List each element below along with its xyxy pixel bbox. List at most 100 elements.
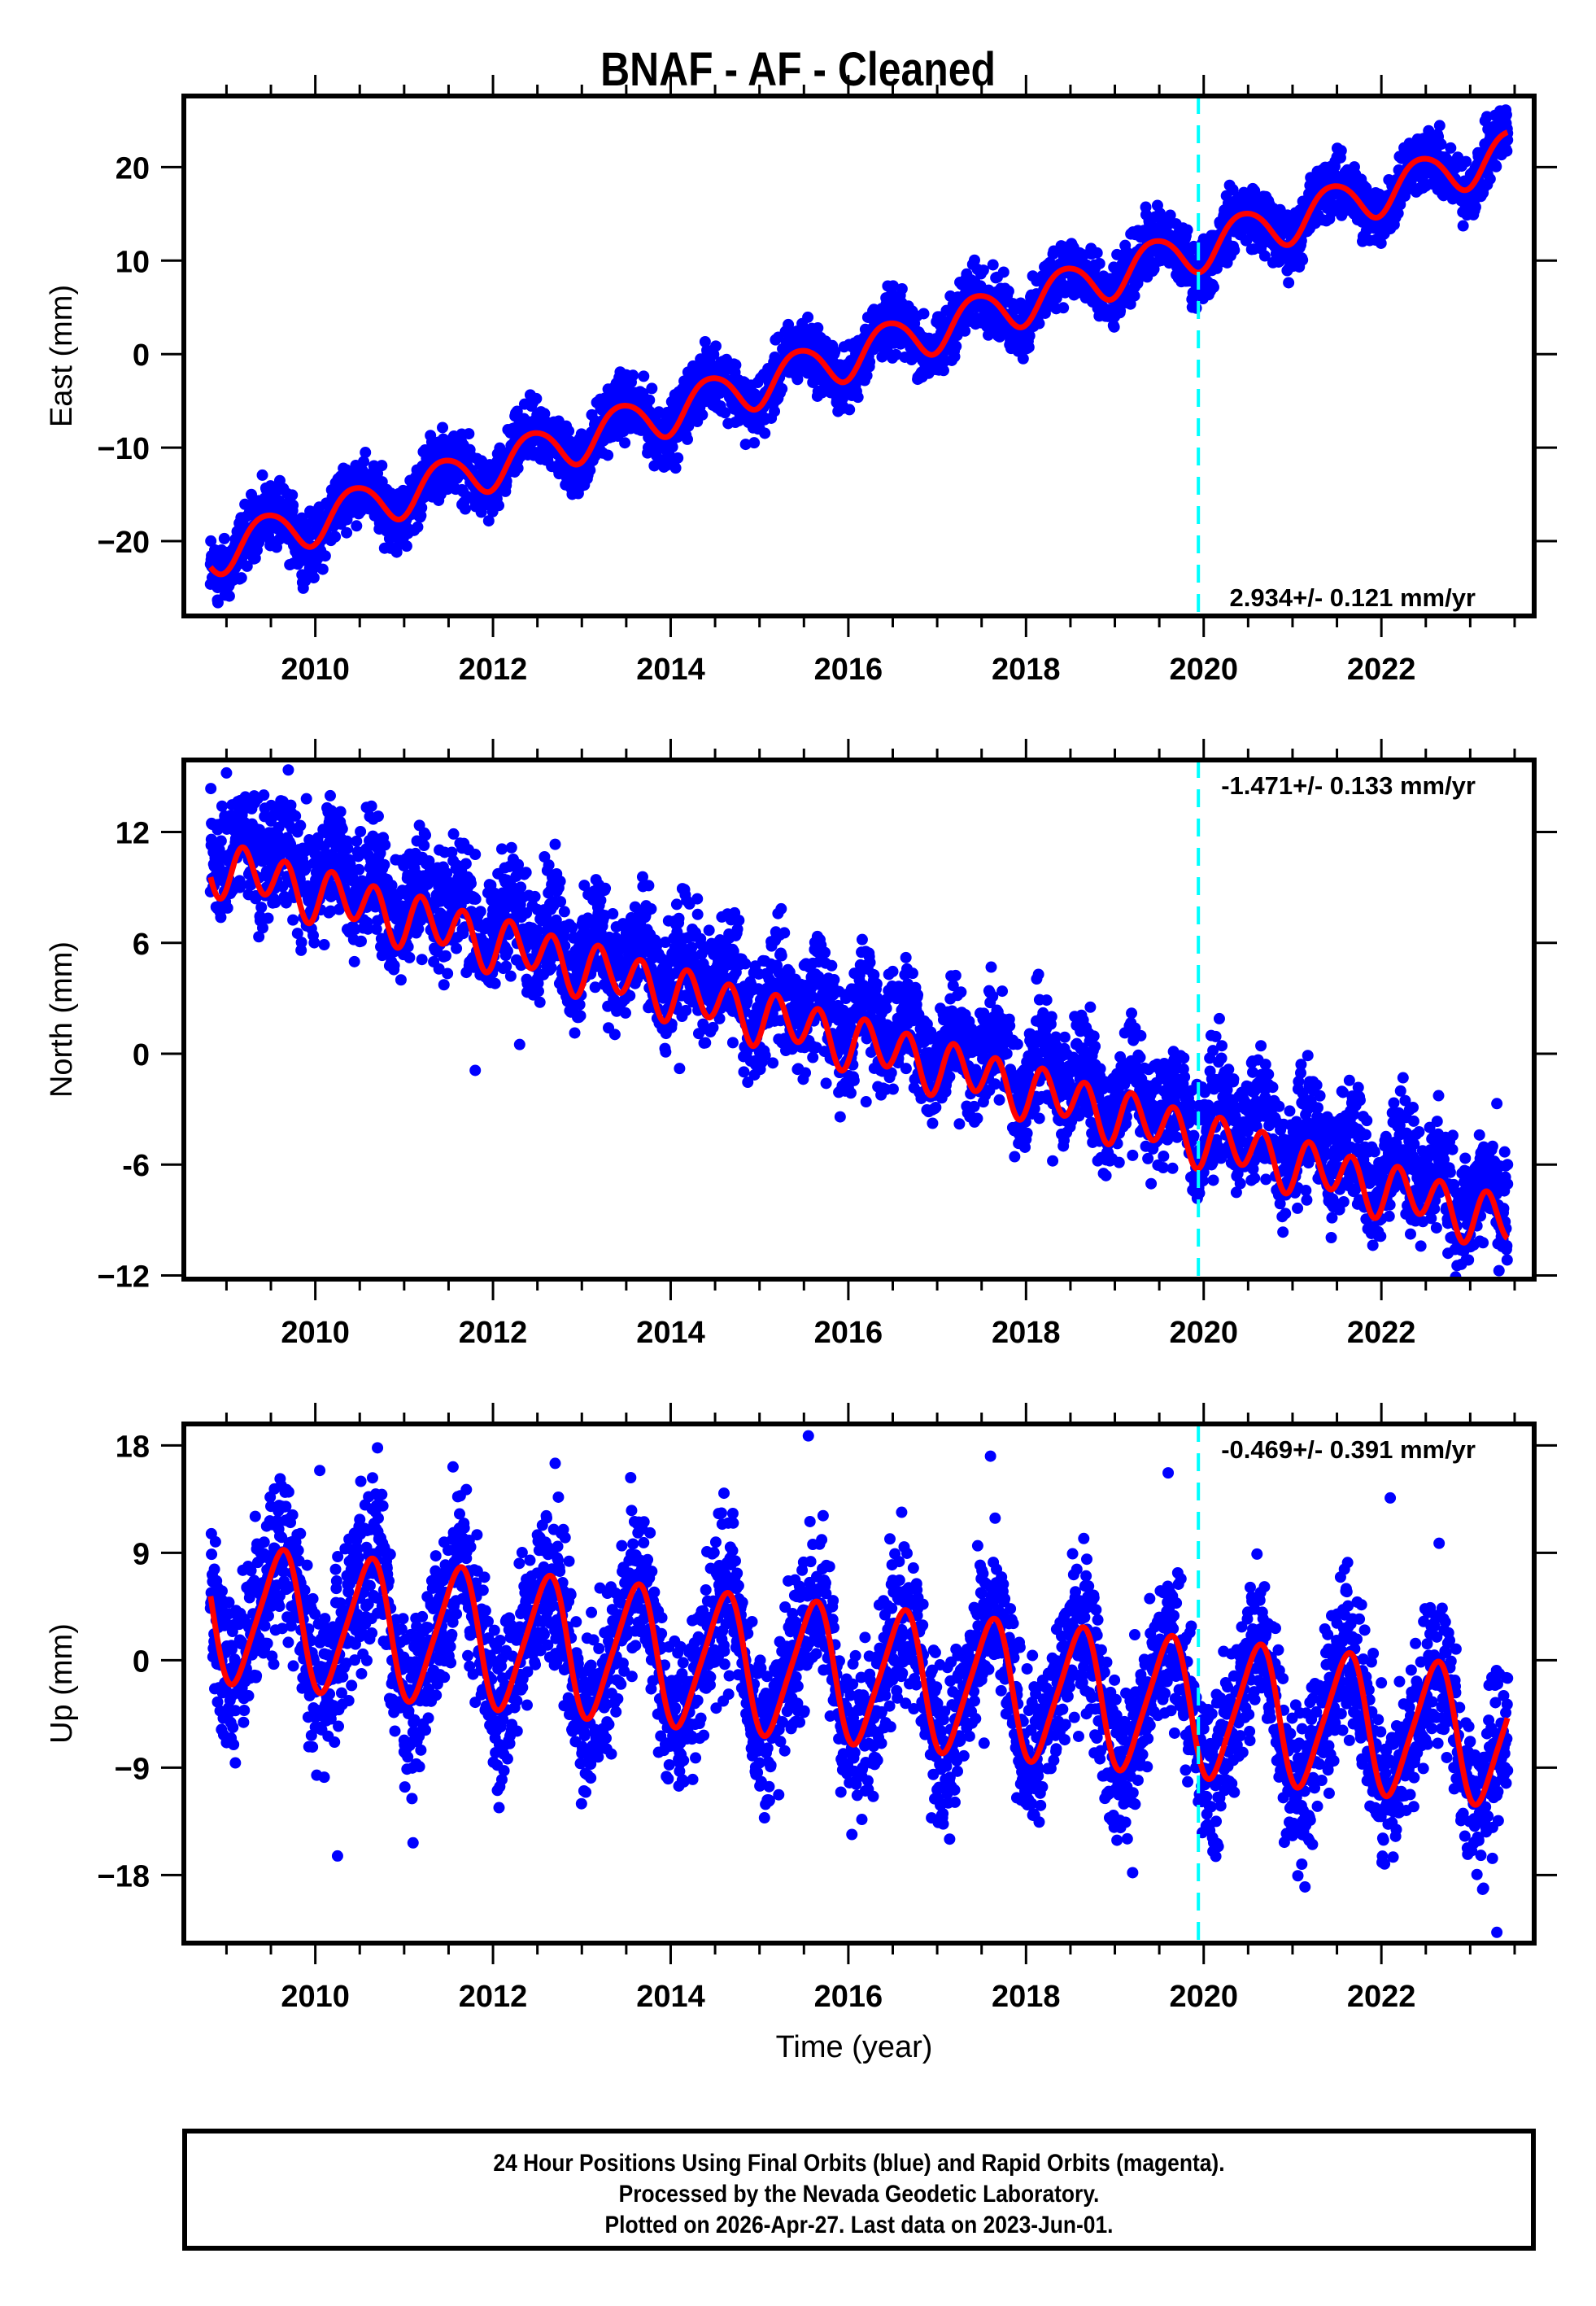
- data-point: [1057, 302, 1070, 314]
- data-point: [358, 456, 370, 468]
- data-point: [403, 951, 416, 963]
- data-point: [372, 810, 384, 823]
- data-point: [890, 348, 902, 360]
- data-point: [1445, 142, 1457, 154]
- y-tick-label: 6: [133, 928, 150, 962]
- x-tick-label: 2020: [1169, 1316, 1238, 1350]
- data-point: [1093, 257, 1105, 269]
- data-point: [812, 322, 824, 334]
- data-point: [348, 955, 360, 967]
- x-tick-label: 2018: [992, 1316, 1061, 1350]
- data-point: [887, 280, 899, 292]
- data-point: [1433, 120, 1446, 132]
- data-point: [324, 789, 336, 801]
- data-point: [489, 977, 501, 989]
- data-point: [376, 460, 388, 472]
- data-point: [482, 515, 495, 527]
- data-point: [1108, 321, 1120, 333]
- data-point: [319, 550, 331, 562]
- data-point: [699, 336, 711, 348]
- data-point: [277, 880, 289, 893]
- data-point: [748, 437, 761, 449]
- data-point: [442, 967, 454, 980]
- data-point: [776, 382, 788, 395]
- data-point: [950, 340, 962, 352]
- data-point: [513, 1038, 525, 1050]
- data-point: [416, 954, 428, 966]
- data-point: [1501, 145, 1513, 157]
- data-point: [439, 950, 451, 962]
- data-point: [493, 500, 505, 512]
- data-point: [1297, 254, 1309, 266]
- data-point: [515, 881, 527, 893]
- data-point: [534, 996, 546, 1008]
- data-point: [997, 266, 1009, 278]
- data-point: [730, 359, 742, 371]
- y-tick-label: -6: [122, 1149, 150, 1183]
- data-point: [235, 572, 247, 584]
- data-point: [864, 356, 876, 368]
- data-point: [512, 462, 524, 474]
- data-point: [638, 370, 650, 382]
- data-point: [360, 447, 372, 459]
- data-layer: [204, 104, 1514, 609]
- x-tick-label: 2018: [992, 653, 1061, 687]
- data-point: [1047, 1155, 1059, 1167]
- data-point: [563, 425, 575, 437]
- data-point: [294, 819, 307, 832]
- data-point: [627, 369, 639, 382]
- data-point: [316, 563, 329, 575]
- data-point: [447, 828, 460, 840]
- data-point: [218, 532, 230, 544]
- x-tick-label: 2012: [459, 653, 528, 687]
- data-point: [993, 1094, 1005, 1106]
- chart-title: BNAF - AF - Cleaned: [600, 43, 996, 96]
- data-point: [959, 325, 971, 337]
- data-point: [501, 945, 513, 957]
- y-tick-label: 12: [116, 817, 150, 851]
- data-point: [829, 346, 841, 358]
- data-point: [221, 902, 233, 914]
- data-point: [355, 935, 367, 947]
- data-point: [342, 842, 354, 854]
- data-point: [299, 845, 312, 857]
- data-point: [520, 867, 532, 879]
- data-point: [420, 829, 432, 841]
- data-point: [1190, 302, 1202, 314]
- data-point: [295, 937, 307, 949]
- data-point: [211, 596, 224, 609]
- data-point: [1484, 173, 1496, 185]
- data-point: [365, 800, 377, 812]
- data-point: [860, 1096, 872, 1108]
- data-point: [672, 452, 684, 464]
- data-point: [674, 1063, 686, 1075]
- data-point: [575, 428, 587, 440]
- data-point: [584, 464, 596, 476]
- data-point: [861, 369, 873, 382]
- data-point: [802, 311, 814, 323]
- y-tick-label: 0: [133, 338, 150, 373]
- data-point: [953, 1118, 966, 1130]
- data-point: [1127, 1149, 1139, 1161]
- data-point: [256, 922, 268, 934]
- x-tick-label: 2022: [1347, 1316, 1416, 1350]
- data-point: [1091, 247, 1103, 259]
- data-point: [643, 394, 656, 406]
- data-point: [256, 469, 268, 481]
- data-point: [769, 405, 781, 417]
- data-point: [474, 906, 486, 918]
- data-point: [469, 1064, 482, 1077]
- data-point: [977, 264, 989, 277]
- data-point: [529, 890, 541, 902]
- data-point: [438, 979, 450, 991]
- data-point: [418, 840, 430, 852]
- data-layer: [204, 764, 1514, 1279]
- data-point: [220, 766, 233, 779]
- data-point: [400, 540, 412, 552]
- data-point: [1460, 155, 1472, 168]
- data-point: [351, 520, 363, 532]
- data-point: [459, 503, 471, 515]
- data-point: [353, 863, 365, 876]
- x-tick-label: 2010: [281, 1316, 350, 1350]
